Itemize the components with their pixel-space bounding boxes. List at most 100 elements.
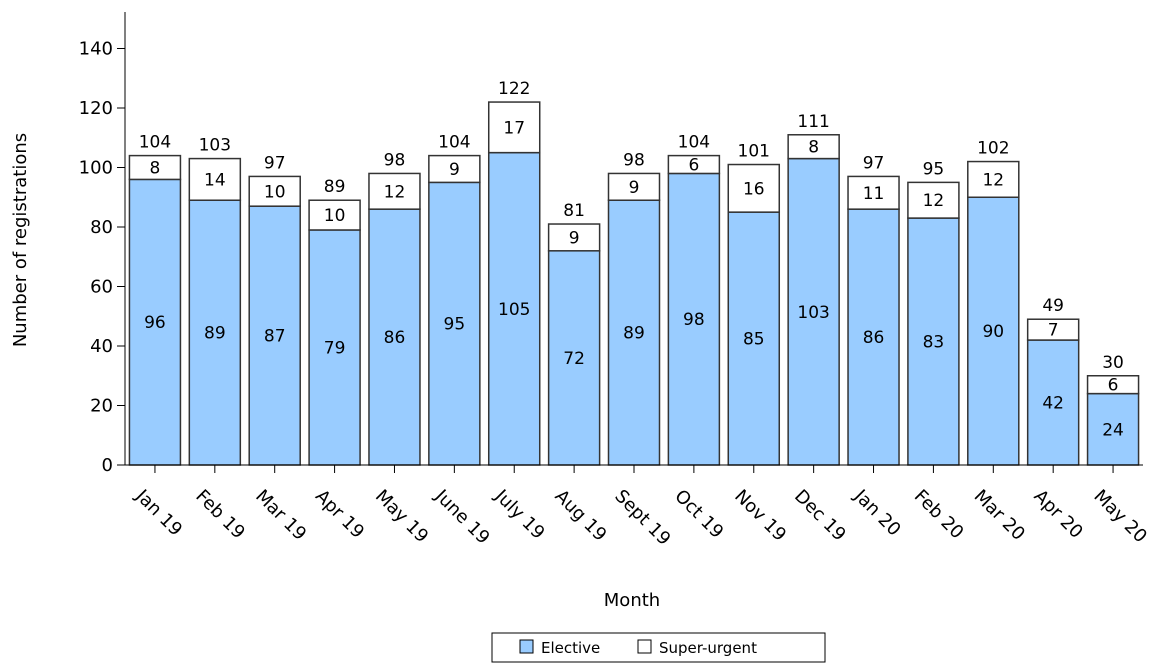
label-super-urgent: 6 [1108,376,1119,396]
label-total: 111 [797,112,829,132]
bar-super-urgent [967,160,1020,199]
label-elective: 85 [743,330,765,350]
legend: Elective Super-urgent [491,632,826,663]
label-total: 101 [738,142,770,162]
x-tick-label: Dec 19 [790,486,850,546]
x-tick-label: May 19 [371,486,432,547]
legend-label-elective: Elective [541,639,600,657]
bar-elective [487,151,541,466]
label-elective: 96 [144,313,166,333]
x-tick-label: May 20 [1090,486,1151,547]
bar-elective [727,211,781,466]
y-tick-label: 40 [90,336,113,357]
label-elective: 95 [444,315,466,335]
x-tick-label: Jan 19 [131,485,186,540]
label-total: 103 [199,136,231,156]
label-super-urgent: 10 [324,206,346,226]
x-tick-label: Oct 19 [670,486,727,543]
label-super-urgent: 9 [629,178,640,198]
label-elective: 87 [264,327,286,347]
x-tick-label: Mar 20 [970,486,1029,545]
label-super-urgent: 9 [449,160,460,180]
label-elective: 83 [923,333,945,353]
label-super-urgent: 12 [923,191,945,211]
y-axis-title: Number of registrations [10,133,31,347]
label-super-urgent: 8 [150,159,161,179]
label-super-urgent: 6 [688,156,699,176]
bar-group: 96 8 104 [128,133,182,466]
label-elective: 24 [1102,420,1124,440]
bar-elective [967,196,1020,466]
y-tick-label: 100 [79,158,113,179]
bar-super-urgent [667,154,721,175]
bar-elective [907,217,960,466]
bar-elective [847,208,900,466]
x-tick-label: Mar 19 [251,486,310,545]
bar-elective [667,172,721,466]
label-super-urgent: 14 [204,170,226,190]
bar-elective [128,178,182,466]
bar-elective [547,250,601,466]
label-elective: 103 [797,303,829,323]
x-tick-label: Sept 19 [610,486,674,550]
label-super-urgent: 11 [863,184,885,204]
label-super-urgent: 12 [384,182,406,202]
label-total: 104 [678,133,710,153]
label-total: 104 [438,133,470,153]
y-tick-label: 60 [90,277,113,298]
bar-super-urgent [607,172,661,201]
bar-elective [368,208,421,466]
bar-super-urgent [248,175,301,207]
bar-super-urgent [727,163,781,213]
bar-super-urgent [308,199,361,231]
y-tick-label: 80 [90,217,113,238]
label-total: 104 [139,133,171,153]
label-super-urgent: 8 [808,138,819,158]
label-super-urgent: 9 [569,228,580,248]
label-elective: 86 [384,328,406,348]
x-tick-label: Feb 19 [191,486,249,544]
bar-super-urgent [128,154,182,181]
label-super-urgent: 7 [1048,321,1059,341]
bar-super-urgent [428,154,481,184]
label-total: 102 [977,139,1009,159]
label-super-urgent: 16 [743,179,765,199]
bar-group: 24 6 30 [1086,353,1140,466]
bar-group: 95 9 104 [428,133,481,466]
y-axis: 0 20 40 60 80 100 120 140 [79,12,126,476]
label-super-urgent: 17 [503,118,525,138]
bar-super-urgent [847,175,900,210]
x-tick-label: Feb 20 [910,486,968,544]
label-total: 95 [923,159,945,179]
bar-group: 98 6 104 [667,133,721,466]
label-elective: 86 [863,328,885,348]
bar-group: 105 17 122 [487,79,541,466]
y-tick-label: 120 [79,98,113,119]
legend-box [491,632,826,663]
bars-layer: 9681048914103871097791089861298959104105… [128,79,1140,466]
bar-group: 87 10 97 [248,153,301,466]
x-tick-label: Jan 20 [849,485,904,540]
bar-super-urgent [787,134,840,160]
bar-super-urgent [1026,318,1080,341]
bar-group: 86 12 98 [368,150,421,466]
bar-super-urgent [547,223,601,252]
bar-group: 72 9 81 [547,201,601,466]
label-total: 81 [563,201,585,221]
bar-super-urgent [188,157,242,201]
x-tick-label: Apr 19 [311,486,368,543]
legend-swatch-elective [519,639,534,654]
bar-super-urgent [368,172,421,210]
bar-elective [1026,339,1080,466]
label-elective: 42 [1042,394,1064,414]
y-tick-label: 20 [90,396,113,417]
label-total: 97 [863,153,885,173]
bar-group: 89 14 103 [188,136,242,466]
label-elective: 105 [498,300,530,320]
bar-group: 42 7 49 [1026,296,1080,466]
bar-super-urgent [487,101,541,154]
legend-swatch-super-urgent [637,639,652,654]
bar-group: 79 10 89 [308,177,361,466]
